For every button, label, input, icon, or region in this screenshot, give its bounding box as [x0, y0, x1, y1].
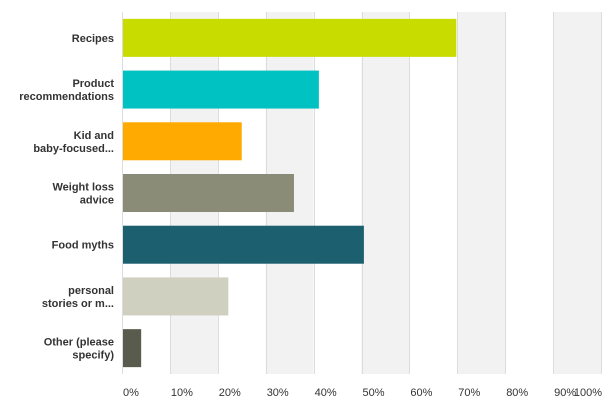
x-tick-label: 40%	[315, 387, 337, 399]
x-tick-label: 90%	[554, 387, 576, 399]
category-label: recommendations	[19, 91, 114, 103]
bar[interactable]	[123, 70, 319, 109]
category-label: advice	[80, 195, 114, 207]
bar[interactable]	[123, 277, 229, 316]
category-label: stories or m...	[42, 298, 114, 310]
bar[interactable]	[123, 122, 242, 161]
category-label: Kid and	[74, 130, 114, 142]
category-label: specify)	[72, 350, 114, 362]
x-tick-label: 30%	[267, 387, 289, 399]
x-tick-label: 50%	[363, 387, 385, 399]
x-tick-label: 100%	[574, 387, 602, 399]
bar[interactable]	[123, 329, 142, 368]
background-band	[361, 12, 410, 374]
x-tick-label: 20%	[219, 387, 241, 399]
background-band	[553, 12, 601, 374]
bar[interactable]	[123, 18, 457, 57]
category-label: Recipes	[72, 33, 114, 45]
category-label: baby-focused...	[33, 143, 114, 155]
category-label: Other (please	[44, 337, 114, 349]
category-label: Weight loss	[52, 182, 114, 194]
bars	[123, 18, 457, 368]
x-tick-label: 60%	[410, 387, 432, 399]
background-band	[457, 12, 506, 374]
category-label: Food myths	[52, 240, 114, 252]
bar[interactable]	[123, 174, 294, 212]
x-axis-tick-labels: 0% 10% 20% 30% 40% 50% 60% 70% 80% 90%100%	[123, 387, 602, 399]
bar[interactable]	[123, 225, 364, 264]
x-tick-label: 0%	[123, 387, 139, 399]
x-tick-label: 10%	[171, 387, 193, 399]
x-tick-label: 70%	[458, 387, 480, 399]
category-label: personal	[68, 285, 114, 297]
x-tick-label: 80%	[506, 387, 528, 399]
category-label: Product	[72, 78, 114, 90]
